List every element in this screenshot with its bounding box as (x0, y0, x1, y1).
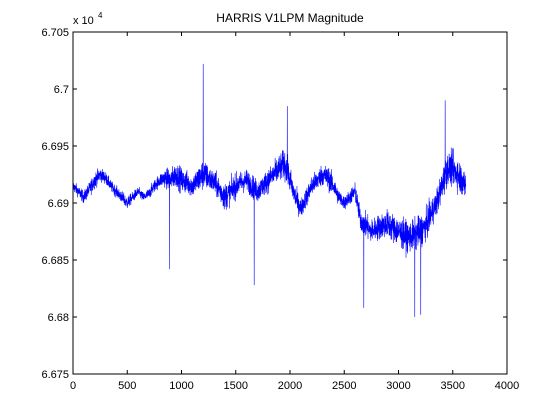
y-exponent-label: x 10 (73, 15, 94, 27)
tick-layer: 0 500 1000 1500 2000 2500 3000 3500 4000 6.675 6.6… (41, 27, 519, 392)
x-tick-label: 3000 (386, 380, 410, 392)
series-layer (72, 63, 467, 318)
x-tick-label: 500 (118, 380, 136, 392)
y-tick-label: 6.68 (48, 312, 69, 324)
y-tick-label: 6.695 (41, 141, 69, 153)
x-tick-label: 1500 (224, 380, 248, 392)
x-tick-label: 4000 (495, 380, 519, 392)
x-tick-label: 0 (70, 380, 76, 392)
x-tick-label: 3500 (441, 380, 465, 392)
x-tick-label: 2000 (278, 380, 302, 392)
y-tick-label: 6.69 (48, 198, 69, 210)
y-tick-label: 6.705 (41, 27, 69, 39)
plot-area (73, 32, 507, 374)
series-line (72, 63, 467, 318)
y-tick-label: 6.7 (54, 84, 69, 96)
x-tick-label: 2500 (332, 380, 356, 392)
x-tick-label: 1000 (169, 380, 193, 392)
y-tick-label: 6.685 (41, 255, 69, 267)
chart-title: HARRIS V1LPM Magnitude (216, 11, 364, 25)
y-exponent-superscript: 4 (98, 11, 103, 20)
y-tick-label: 6.675 (41, 369, 69, 381)
